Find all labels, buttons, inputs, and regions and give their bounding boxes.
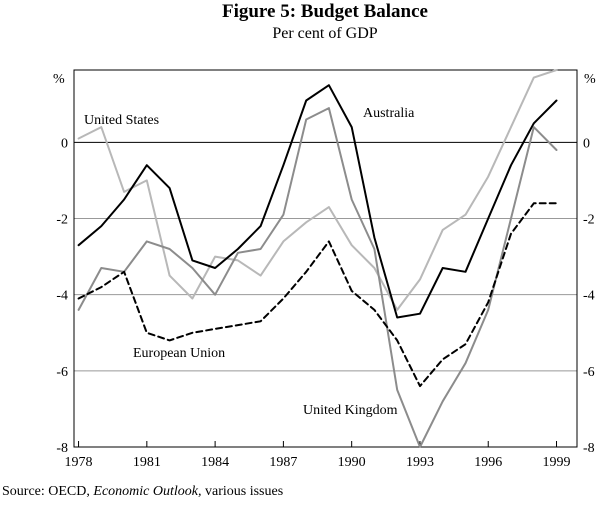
series-label-australia: Australia — [363, 106, 415, 121]
series-label-united-kingdom: United Kingdom — [303, 403, 398, 418]
x-axis-ticks: 1978 1981 1984 1987 1990 1993 1996 1999 — [65, 441, 571, 470]
source-prefix: Source: OECD, — [2, 484, 94, 499]
series-line-australia — [77, 84, 558, 319]
plot-frame — [73, 69, 578, 448]
y-tick-label-left--6: -6 — [56, 365, 68, 380]
budget-balance-chart: Figure 5: Budget Balance Per cent of GDP… — [53, 1, 596, 470]
y-axis-ticks: 0 0 -2 -2 -4 -4 -6 -6 -8 -8 — [56, 136, 594, 456]
series-label-european-union: European Union — [133, 346, 225, 361]
y-tick-label-right--4: -4 — [583, 289, 595, 304]
x-tick-label-1984: 1984 — [201, 455, 229, 470]
y-tick-label-left--4: -4 — [56, 289, 68, 304]
y-tick-label-left-0: 0 — [61, 136, 68, 151]
gridlines — [74, 141, 577, 372]
x-tick-label-1981: 1981 — [133, 455, 161, 470]
x-tick-label-1999: 1999 — [543, 455, 571, 470]
x-tick-label-1987: 1987 — [269, 455, 297, 470]
source-publication: Economic Outlook, — [93, 484, 202, 499]
y-tick-label-right--2: -2 — [583, 213, 595, 228]
y-tick-label-left--2: -2 — [56, 213, 68, 228]
source-note: Source: OECD, Economic Outlook, various … — [2, 484, 283, 500]
x-tick-label-1993: 1993 — [406, 455, 434, 470]
x-tick-label-1996: 1996 — [474, 455, 502, 470]
x-tick-label-1978: 1978 — [65, 455, 93, 470]
series-line-united-kingdom — [77, 107, 558, 448]
y-axis-unit-left: % — [53, 72, 65, 87]
y-axis-unit-right: % — [584, 72, 596, 87]
chart-title: Figure 5: Budget Balance — [222, 1, 428, 22]
y-tick-label-left--8: -8 — [56, 441, 68, 456]
series-line-united-states — [77, 69, 558, 311]
series-label-united-states: United States — [84, 113, 159, 128]
series-line-european-union — [77, 202, 558, 388]
chart-subtitle: Per cent of GDP — [272, 25, 377, 42]
source-suffix: various issues — [201, 484, 284, 499]
y-tick-label-right--8: -8 — [583, 441, 595, 456]
x-tick-label-1990: 1990 — [338, 455, 366, 470]
y-tick-label-right-0: 0 — [583, 136, 590, 151]
y-tick-label-right--6: -6 — [583, 365, 595, 380]
series-lines — [77, 69, 558, 448]
